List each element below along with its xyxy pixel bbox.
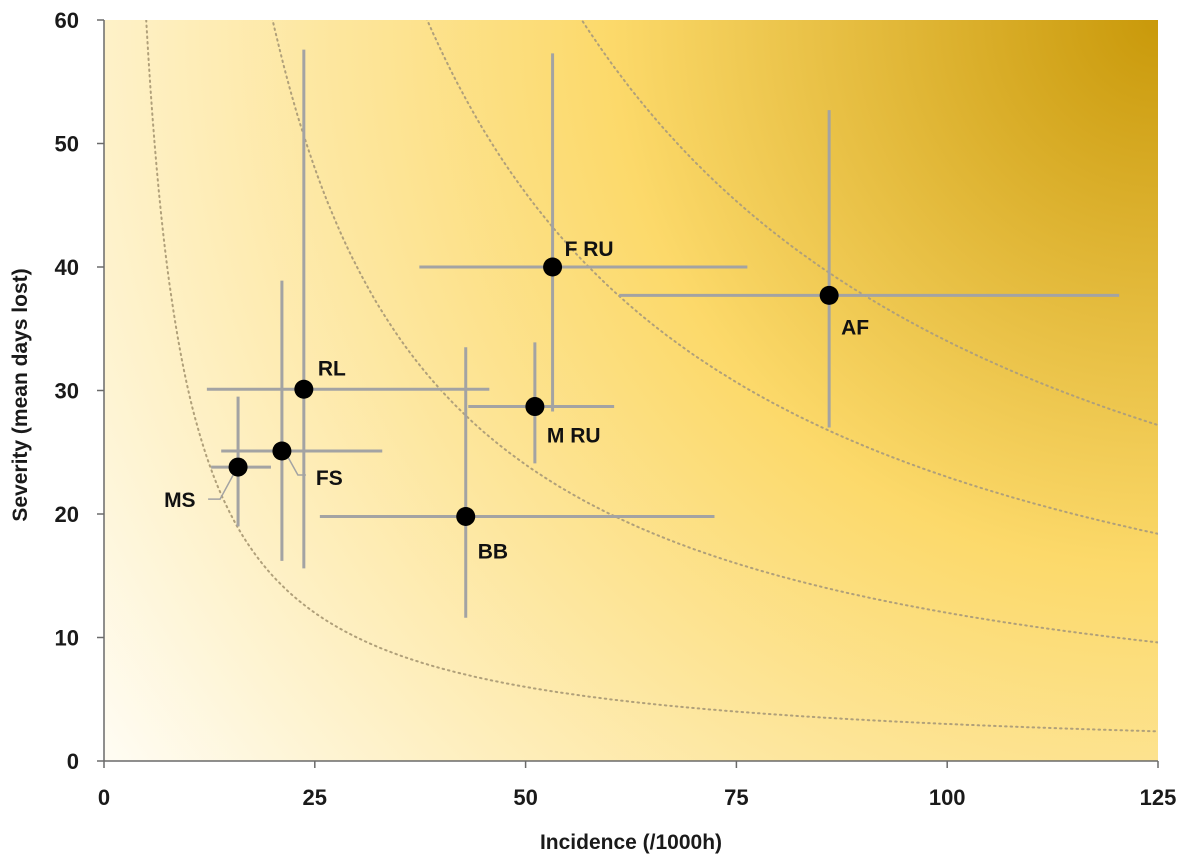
x-axis-ticks: 0 25 50 75 100 125 — [98, 761, 1176, 810]
point-label-ms: MS — [164, 489, 196, 512]
point-af[interactable] — [819, 285, 839, 305]
point-label-bb: BB — [478, 540, 508, 563]
label-leader-lines — [208, 456, 306, 500]
iso-burden-curve-2 — [271, 20, 1158, 644]
point-m-ru[interactable] — [525, 397, 545, 417]
point-f-ru[interactable] — [543, 257, 563, 277]
point-labels: MS FS RL BB M RU F RU AF — [164, 238, 869, 563]
error-bars — [206, 49, 1120, 618]
y-tick-label-6: 60 — [55, 8, 79, 33]
y-tick-label-5: 50 — [55, 132, 79, 157]
point-label-f-ru: F RU — [565, 238, 614, 261]
point-label-af: AF — [841, 316, 869, 339]
data-points — [228, 257, 839, 526]
iso-burden-curves — [145, 20, 1158, 733]
y-tick-label-4: 40 — [55, 255, 79, 280]
point-label-fs: FS — [316, 467, 343, 490]
point-label-m-ru: M RU — [547, 425, 601, 448]
y-tick-label-1: 10 — [55, 626, 79, 651]
x-tick-label-5: 125 — [1140, 785, 1177, 810]
x-tick-label-3: 75 — [724, 785, 748, 810]
point-bb[interactable] — [456, 506, 476, 526]
iso-burden-curve-1 — [145, 20, 1158, 733]
point-fs[interactable] — [272, 441, 292, 461]
y-tick-label-3: 30 — [55, 379, 79, 404]
x-tick-label-4: 100 — [929, 785, 966, 810]
iso-burden-curve-4 — [580, 20, 1158, 427]
x-tick-label-1: 25 — [303, 785, 327, 810]
y-tick-label-2: 20 — [55, 502, 79, 527]
y-axis-title: Severity (mean days lost) — [9, 268, 32, 521]
leader-line-fs — [287, 456, 306, 476]
x-tick-label-0: 0 — [98, 785, 110, 810]
point-label-rl: RL — [318, 357, 346, 380]
leader-line-ms — [208, 474, 234, 500]
point-ms[interactable] — [228, 457, 248, 477]
y-axis-ticks: 0 10 20 30 40 50 60 — [55, 8, 104, 774]
iso-burden-curve-3 — [426, 20, 1158, 535]
x-tick-label-2: 50 — [513, 785, 537, 810]
x-axis-title: Incidence (/1000h) — [540, 831, 722, 854]
point-rl[interactable] — [294, 379, 314, 399]
y-tick-label-0: 0 — [67, 749, 79, 774]
